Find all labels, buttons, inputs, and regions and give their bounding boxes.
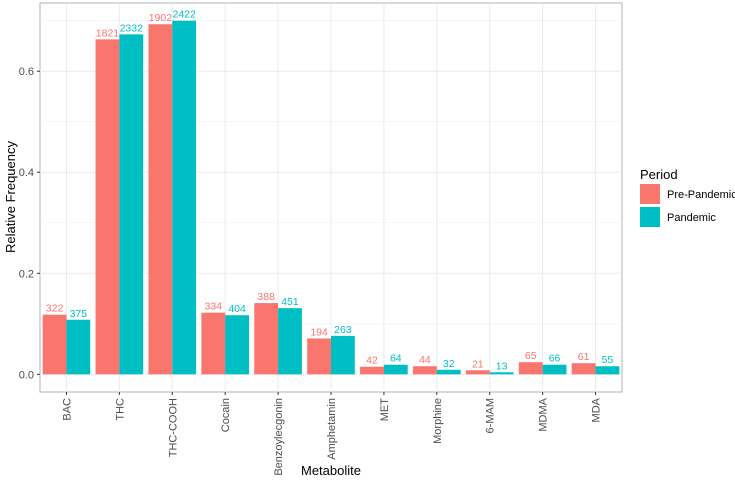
bar (518, 362, 543, 375)
bar-value-label: 375 (70, 308, 88, 320)
legend-label: Pandemic (667, 212, 716, 224)
bar-value-label: 334 (205, 301, 223, 313)
bar-value-label: 2332 (120, 22, 144, 34)
bar-value-label: 1902 (149, 12, 173, 24)
legend-title: Period (640, 167, 678, 182)
bar (42, 314, 67, 375)
bar (148, 24, 173, 375)
y-tick-label: 0.0 (19, 369, 34, 381)
bar-value-label: 61 (578, 351, 590, 363)
bar (201, 312, 226, 375)
bar (95, 39, 120, 375)
bar (413, 366, 437, 375)
y-axis-title: Relative Frequency (3, 141, 18, 253)
bar (307, 338, 331, 375)
x-tick-label: Morphine (432, 398, 444, 444)
bar (225, 315, 249, 375)
x-tick-label: Cocain (220, 398, 232, 432)
x-tick-label: THC-COOH (167, 398, 179, 457)
bar (278, 308, 302, 375)
bar-value-label: 55 (602, 354, 614, 366)
y-axis: 0.0 0.2 0.4 0.6 (19, 66, 40, 381)
bar (489, 372, 514, 375)
legend-swatch (640, 184, 660, 204)
bar-value-label: 2422 (172, 9, 196, 21)
legend-label: Pre-Pandemic (667, 189, 735, 201)
legend-items: Pre-Pandemic Pandemic (640, 184, 735, 227)
bar (331, 335, 355, 375)
x-tick-label: MET (379, 398, 391, 422)
x-tick-label: BAC (61, 398, 73, 421)
bar (465, 370, 490, 375)
bar-value-label: 66 (549, 353, 561, 365)
bar-value-label: 64 (390, 353, 402, 365)
x-tick-label: 6-MAM (485, 398, 497, 433)
bar (436, 369, 461, 375)
bar-value-label: 263 (334, 324, 352, 336)
x-axis: BAC THC THC-COOH Cocain Benzoylecgonin Amphet… (61, 392, 603, 476)
x-tick-label: Amphetamin (326, 398, 338, 460)
bar (66, 319, 91, 375)
x-tick-label: MDA (591, 397, 603, 422)
x-axis-title: Metabolite (301, 463, 361, 478)
bar (254, 303, 279, 375)
bar-value-label: 1821 (96, 27, 120, 39)
bar (571, 363, 596, 375)
bar-value-label: 404 (228, 303, 246, 315)
bar-value-label: 13 (496, 360, 508, 372)
bar-value-label: 322 (46, 303, 64, 315)
bar (119, 34, 144, 375)
bar-value-label: 194 (310, 326, 328, 338)
bar-value-label: 32 (443, 358, 455, 370)
bar (595, 366, 620, 375)
legend: Period Pre-Pandemic Pandemic (640, 167, 735, 227)
x-tick-label: THC (114, 398, 126, 421)
x-tick-label: Benzoylecgonin (273, 398, 285, 476)
bar (172, 20, 197, 375)
x-tick-label: MDMA (538, 397, 550, 431)
bars (42, 20, 620, 375)
plot-panel: 322 1821 1902 334 388 194 42 44 21 65 61 375 2332 242… (39, 2, 623, 393)
y-tick-label: 0.6 (19, 66, 34, 78)
bar (360, 366, 384, 375)
y-tick-label: 0.4 (19, 167, 34, 179)
bar-value-label: 65 (525, 350, 537, 362)
bar (542, 364, 567, 375)
bar (383, 364, 408, 375)
bar-value-label: 21 (472, 358, 484, 370)
bar-value-label: 44 (419, 354, 431, 366)
bar-labels: 322 1821 1902 334 388 194 42 44 21 65 61 375 2332 242… (46, 9, 614, 373)
y-tick-label: 0.2 (19, 268, 34, 280)
bar-value-label: 42 (366, 355, 378, 367)
legend-swatch (640, 207, 660, 227)
bar-value-label: 451 (281, 296, 299, 308)
bar-value-label: 388 (257, 291, 275, 303)
